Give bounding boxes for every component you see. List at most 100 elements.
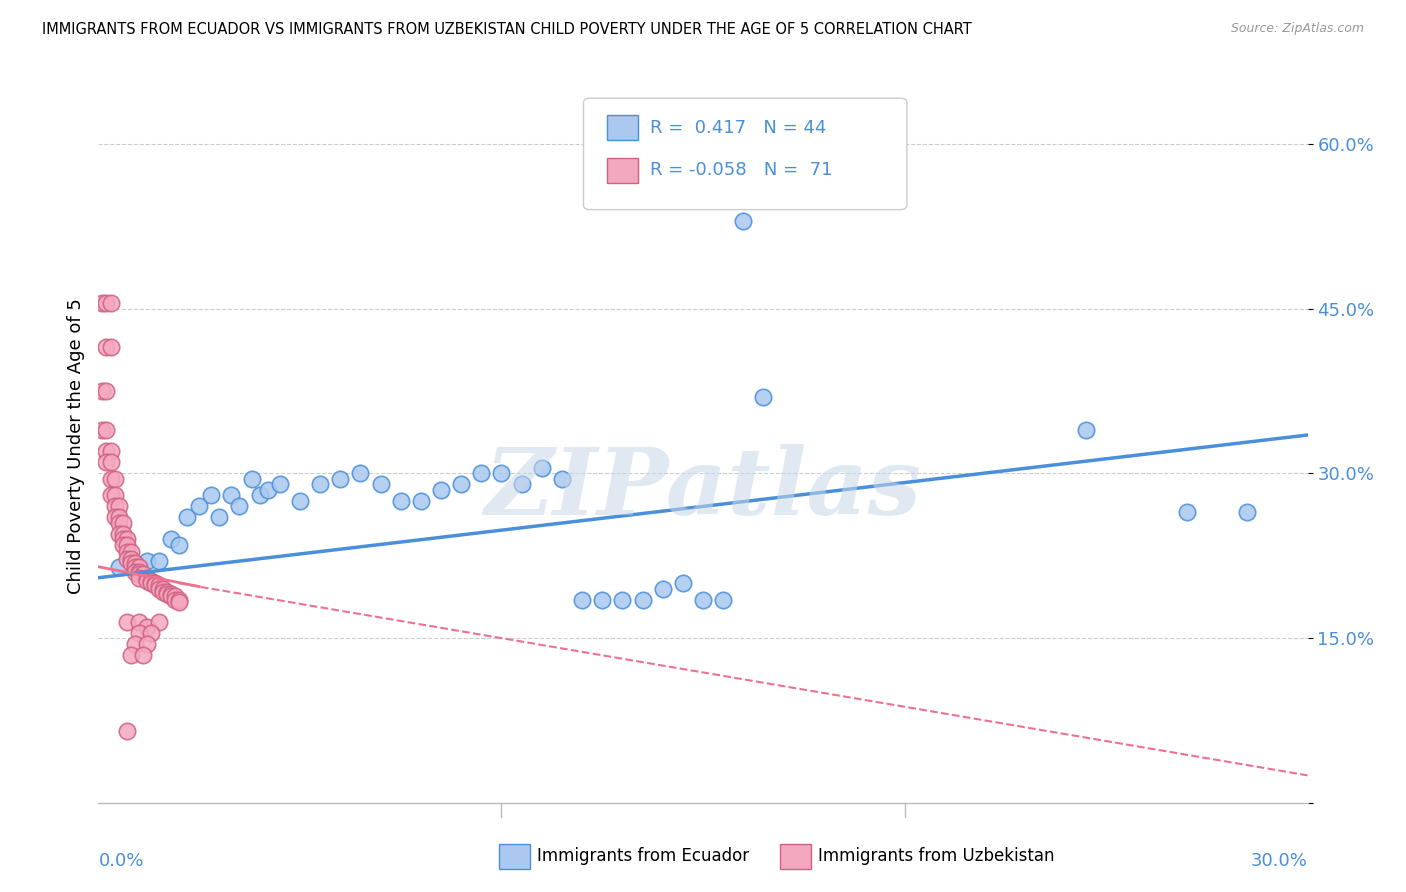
Point [135,571,157,585]
Point [128,566,150,580]
Point [111,533,134,547]
Point [128,559,150,574]
Text: R = -0.058   N =  71: R = -0.058 N = 71 [650,161,832,179]
Point [160,533,183,547]
Point [551,472,574,486]
Text: R =  0.417   N = 44: R = 0.417 N = 44 [650,119,825,136]
Point [139,576,162,591]
Text: Source: ZipAtlas.com: Source: ZipAtlas.com [1230,22,1364,36]
Point [269,477,291,491]
Point [167,592,190,607]
Point [135,574,157,588]
Point [329,472,352,486]
Point [148,582,170,596]
Point [107,559,129,574]
Point [96,444,118,458]
Point [176,510,198,524]
Point [111,526,134,541]
Text: Immigrants from Ecuador: Immigrants from Ecuador [537,847,749,865]
Point [163,590,186,604]
Point [256,483,278,497]
Point [107,510,129,524]
Point [100,296,122,310]
Point [91,423,114,437]
Point [124,557,146,571]
Point [120,545,142,559]
Point [115,615,138,629]
Point [107,500,129,514]
Point [510,477,533,491]
Point [128,559,150,574]
Point [228,500,250,514]
Point [91,296,114,310]
Point [124,566,146,580]
Point [409,494,432,508]
Point [370,477,392,491]
Point [612,592,634,607]
Point [115,545,138,559]
Point [128,567,150,582]
Point [96,296,118,310]
Point [1175,505,1198,519]
Point [120,557,142,571]
Point [107,516,129,530]
Point [160,590,183,604]
Point [156,587,179,601]
Point [571,592,593,607]
Point [111,516,134,530]
Point [100,472,122,486]
Point [163,592,186,607]
Point [120,552,142,566]
Point [100,444,122,458]
Point [148,615,170,629]
Point [672,576,695,591]
Point [124,559,146,574]
Point [240,472,263,486]
Text: Immigrants from Uzbekistan: Immigrants from Uzbekistan [818,847,1054,865]
Point [107,526,129,541]
Point [120,554,142,568]
Point [148,578,170,592]
Point [96,423,118,437]
Point [120,648,142,662]
Point [470,467,492,481]
Point [167,538,190,552]
Point [288,494,311,508]
Point [167,595,190,609]
Point [711,592,734,607]
Text: ZIPatlas: ZIPatlas [485,444,921,533]
Point [103,488,125,502]
Point [100,488,122,502]
Point [249,488,271,502]
Point [96,340,118,354]
Point [530,461,553,475]
Point [115,538,138,552]
Point [91,384,114,398]
Point [128,571,150,585]
Point [152,585,174,599]
Point [430,483,453,497]
Text: 0.0%: 0.0% [98,852,143,871]
Point [389,494,412,508]
Point [1236,505,1258,519]
Point [132,648,155,662]
Point [135,554,157,568]
Point [733,214,755,228]
Point [103,472,125,486]
Point [103,510,125,524]
Y-axis label: Child Poverty Under the Age of 5: Child Poverty Under the Age of 5 [66,298,84,594]
Point [148,554,170,568]
Point [115,552,138,566]
Point [349,467,371,481]
Point [139,625,162,640]
Point [100,340,122,354]
Point [1074,423,1097,437]
Point [128,625,150,640]
Point [208,510,231,524]
Point [221,488,243,502]
Point [651,582,673,596]
Point [188,500,211,514]
Point [450,477,472,491]
Point [124,637,146,651]
Text: IMMIGRANTS FROM ECUADOR VS IMMIGRANTS FROM UZBEKISTAN CHILD POVERTY UNDER THE AG: IMMIGRANTS FROM ECUADOR VS IMMIGRANTS FR… [42,22,972,37]
